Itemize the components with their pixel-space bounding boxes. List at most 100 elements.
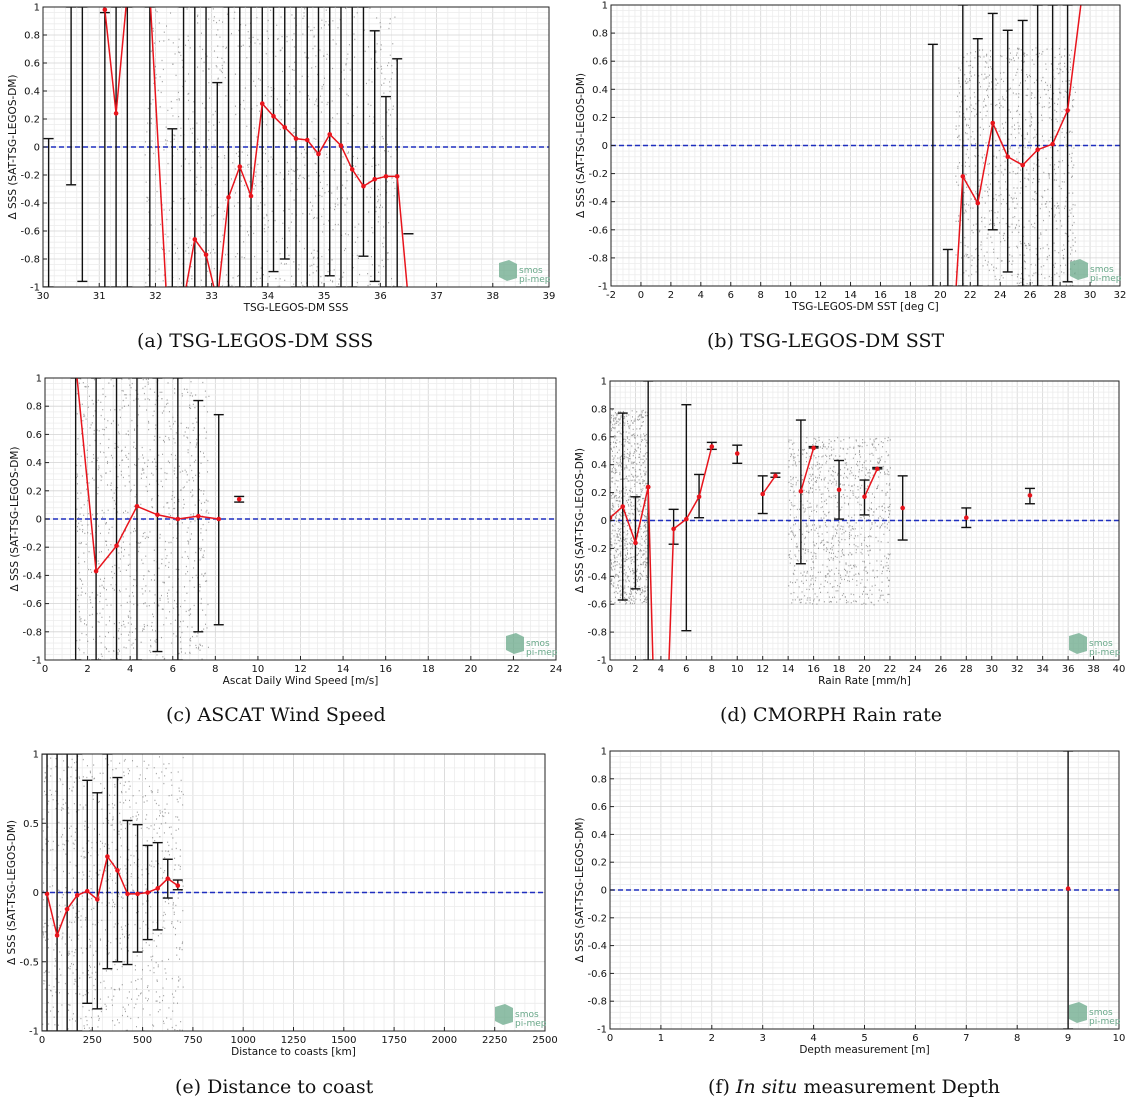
scatter-point bbox=[789, 499, 791, 501]
scatter-point bbox=[633, 597, 635, 599]
scatter-point bbox=[614, 423, 616, 425]
scatter-point bbox=[645, 445, 647, 447]
scatter-point bbox=[80, 465, 82, 467]
scatter-point bbox=[123, 646, 125, 648]
scatter-point bbox=[640, 549, 642, 552]
scatter-point bbox=[161, 398, 163, 400]
y-tick-label: -1 bbox=[598, 282, 608, 293]
scatter-point bbox=[276, 24, 278, 26]
scatter-point bbox=[161, 59, 163, 62]
scatter-point bbox=[636, 494, 638, 496]
scatter-point bbox=[204, 573, 206, 575]
scatter-point bbox=[1064, 62, 1066, 65]
scatter-point bbox=[151, 117, 153, 120]
scatter-point bbox=[370, 275, 372, 278]
x-tick-label: 8 bbox=[212, 664, 218, 675]
scatter-point bbox=[630, 420, 632, 422]
scatter-point bbox=[1019, 113, 1021, 116]
scatter-point bbox=[186, 436, 188, 438]
scatter-point bbox=[628, 475, 630, 477]
scatter-point bbox=[343, 271, 345, 274]
scatter-point bbox=[128, 481, 130, 483]
scatter-point bbox=[868, 597, 870, 599]
scatter-point bbox=[624, 560, 626, 562]
scatter-point bbox=[389, 86, 391, 88]
scatter-point bbox=[612, 423, 614, 426]
scatter-point bbox=[628, 425, 630, 427]
scatter-point bbox=[80, 658, 82, 660]
scatter-point bbox=[1068, 79, 1070, 82]
scatter-point bbox=[1045, 93, 1047, 96]
scatter-point bbox=[631, 512, 633, 515]
scatter-point bbox=[854, 453, 856, 456]
scatter-point bbox=[200, 166, 202, 169]
scatter-point bbox=[88, 395, 90, 397]
scatter-point bbox=[1023, 61, 1025, 63]
scatter-point bbox=[1020, 277, 1022, 280]
scatter-point bbox=[632, 422, 634, 424]
scatter-point bbox=[975, 200, 977, 202]
scatter-point bbox=[984, 217, 986, 219]
scatter-point bbox=[978, 185, 980, 187]
scatter-point bbox=[1005, 222, 1007, 225]
scatter-point bbox=[149, 388, 151, 390]
scatter-point bbox=[110, 584, 112, 586]
scatter-point bbox=[958, 80, 960, 82]
scatter-point bbox=[831, 549, 833, 551]
scatter-point bbox=[162, 453, 164, 455]
scatter-point bbox=[809, 455, 811, 458]
scatter-point bbox=[619, 458, 621, 461]
scatter-point bbox=[1011, 255, 1013, 257]
scatter-point bbox=[630, 522, 632, 524]
scatter-point bbox=[314, 45, 316, 47]
scatter-point bbox=[646, 547, 648, 550]
scatter-point bbox=[845, 602, 847, 604]
scatter-point bbox=[638, 552, 640, 555]
scatter-point bbox=[1058, 275, 1060, 278]
scatter-point bbox=[634, 485, 636, 488]
scatter-point bbox=[642, 514, 644, 516]
scatter-point bbox=[825, 524, 827, 526]
scatter-point bbox=[621, 497, 623, 499]
scatter-point bbox=[164, 233, 166, 235]
scatter-point bbox=[616, 574, 618, 576]
scatter-point bbox=[640, 494, 642, 496]
scatter-point bbox=[149, 531, 151, 533]
scatter-point bbox=[117, 446, 119, 448]
scatter-point bbox=[125, 569, 127, 571]
scatter-point bbox=[644, 600, 646, 603]
scatter-point bbox=[196, 442, 198, 444]
scatter-point bbox=[1064, 55, 1066, 57]
scatter-point bbox=[998, 107, 1000, 109]
scatter-point bbox=[643, 433, 645, 435]
scatter-point bbox=[629, 458, 631, 460]
scatter-point bbox=[619, 464, 621, 466]
scatter-point bbox=[145, 282, 147, 284]
scatter-point bbox=[143, 469, 145, 471]
scatter-point bbox=[611, 477, 613, 479]
scatter-point bbox=[149, 483, 151, 485]
scatter-point bbox=[625, 486, 627, 488]
scatter-point bbox=[630, 501, 632, 504]
scatter-point bbox=[1012, 79, 1014, 81]
scatter-point bbox=[118, 545, 120, 547]
scatter-point bbox=[113, 636, 115, 639]
scatter-point bbox=[315, 100, 317, 102]
scatter-point bbox=[253, 232, 255, 235]
scatter-point bbox=[645, 534, 647, 537]
scatter-point bbox=[615, 495, 617, 497]
scatter-point bbox=[192, 127, 194, 129]
scatter-point bbox=[1034, 96, 1036, 99]
scatter-point bbox=[159, 391, 161, 393]
scatter-point bbox=[161, 608, 163, 610]
scatter-point bbox=[172, 537, 174, 539]
scatter-point bbox=[639, 572, 641, 575]
scatter-point bbox=[1058, 185, 1060, 187]
scatter-point bbox=[620, 585, 622, 587]
scatter-point bbox=[614, 568, 616, 570]
scatter-point bbox=[1040, 266, 1042, 268]
scatter-point bbox=[298, 268, 300, 270]
scatter-point bbox=[799, 508, 801, 511]
scatter-point bbox=[161, 412, 163, 414]
